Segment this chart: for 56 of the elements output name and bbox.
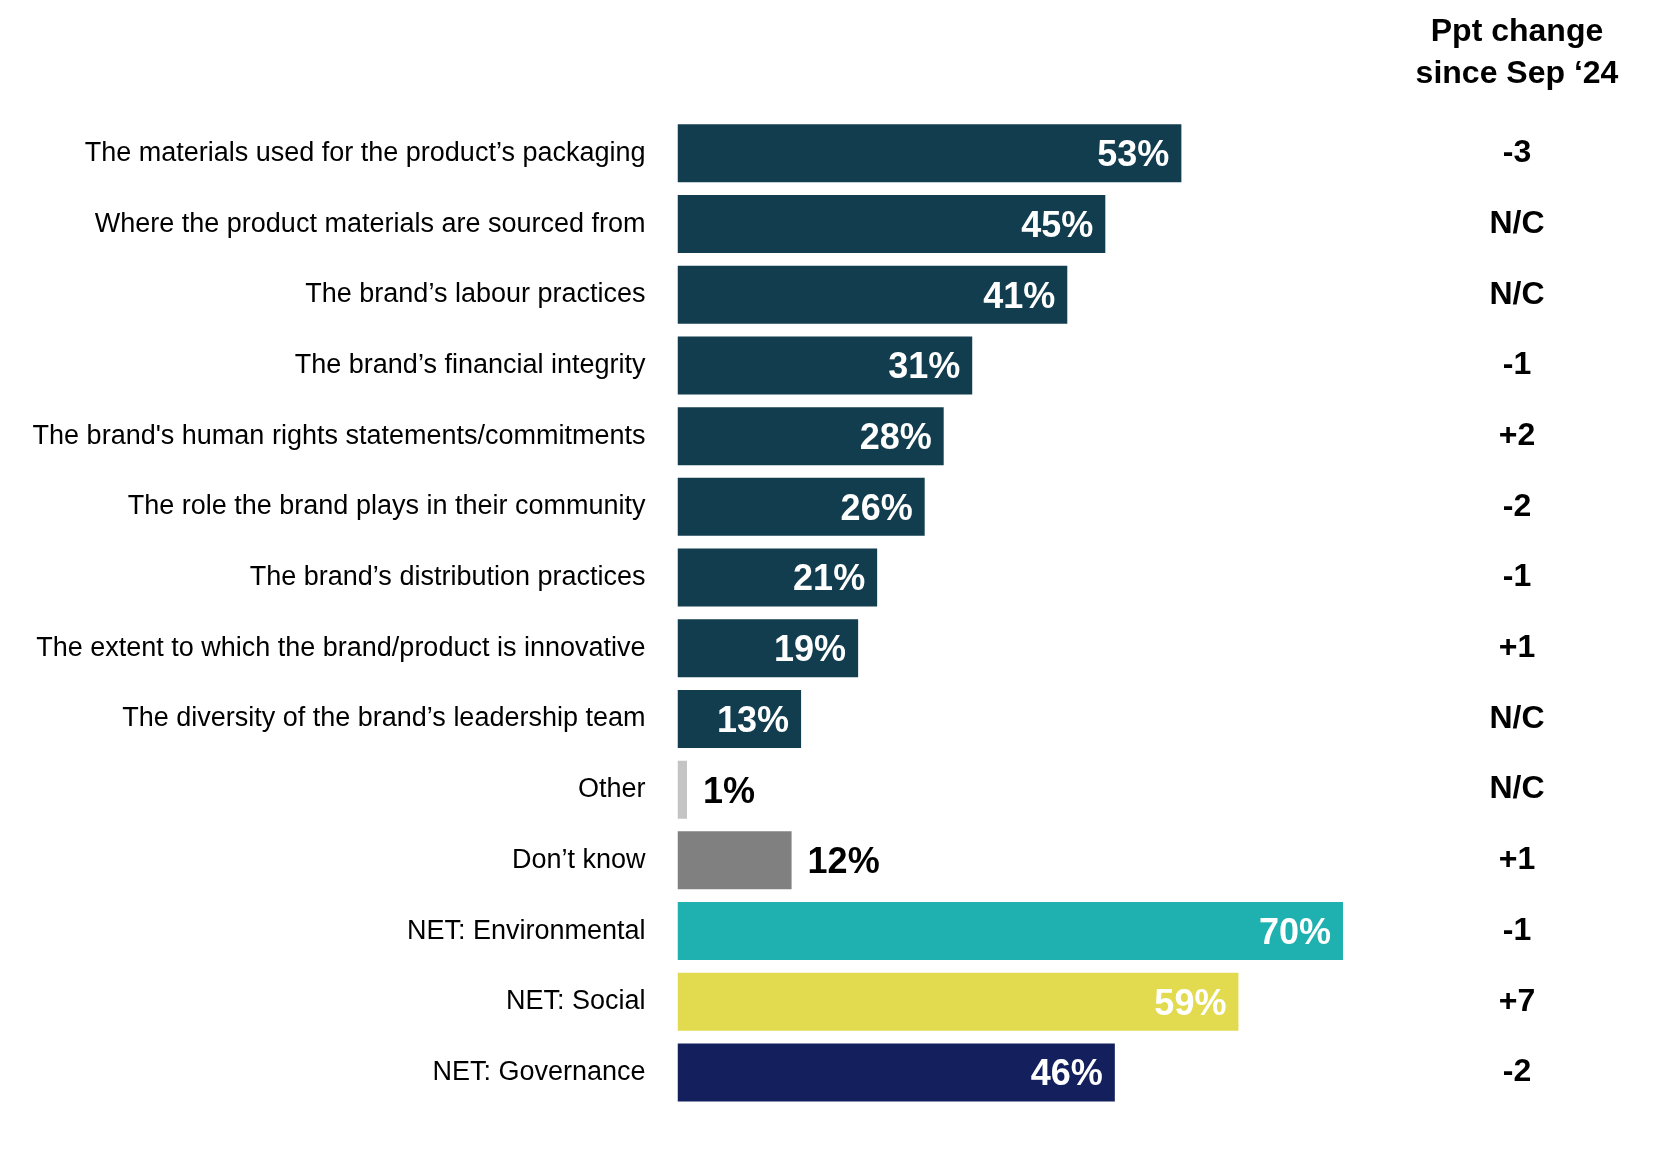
y-tick-label: The diversity of the brand’s leadership team [122, 702, 646, 733]
y-tick-label: The brand’s financial integrity [294, 348, 646, 379]
y-tick-label: Where the product materials are sourced from [94, 207, 646, 238]
text: -1 [1502, 345, 1532, 382]
y-tick-label: The extent to which the brand/product is innovative [36, 631, 646, 662]
y-tick-label: NET: Governance [432, 1055, 646, 1086]
data-label: 59% [1154, 981, 1227, 1023]
data-label: 45% [1021, 203, 1094, 245]
y-tick-label: NET: Social [505, 985, 646, 1016]
text: +1 [1498, 840, 1536, 877]
bar [677, 195, 1106, 254]
text: -1 [1502, 557, 1532, 594]
data-label: 13% [717, 698, 790, 740]
y-tick-label: The brand’s distribution practices [249, 561, 646, 591]
text: N/C [1489, 274, 1545, 311]
text: N/C [1489, 769, 1545, 806]
data-label: 41% [983, 274, 1056, 316]
y-tick-label: The brand’s labour practices [305, 278, 646, 309]
y-tick-label: The role the brand plays in their community [127, 490, 646, 521]
bar [677, 336, 973, 395]
bar [677, 1043, 1115, 1102]
data-label: 31% [888, 345, 961, 387]
bar [677, 548, 878, 607]
data-label: 1% [703, 769, 756, 811]
bar [677, 972, 1239, 1031]
text: -2 [1502, 1052, 1532, 1089]
data-label: 46% [1030, 1052, 1103, 1094]
text: Ppt change since Sep ‘24 [1415, 11, 1619, 90]
bar [677, 902, 1343, 961]
bar [677, 619, 859, 678]
text: -2 [1502, 486, 1532, 523]
text: -3 [1502, 133, 1532, 170]
data-label: 28% [859, 416, 932, 458]
y-tick-label: The brand's human rights statements/commitments [32, 419, 646, 450]
bar [677, 760, 688, 819]
y-tick-label: Other [577, 773, 646, 804]
bar [677, 831, 792, 890]
y-tick-label: The materials used for the product’s packaging [84, 136, 646, 167]
data-label: 53% [1097, 133, 1170, 175]
bar [677, 265, 1068, 324]
text: N/C [1489, 203, 1545, 240]
text: -1 [1502, 910, 1532, 947]
y-tick-label: NET: Environmental [406, 914, 646, 945]
data-label: 12% [807, 840, 880, 882]
y-tick-label: Don’t know [511, 843, 646, 874]
data-label: 19% [774, 628, 847, 670]
bar [677, 407, 944, 466]
text: N/C [1489, 698, 1545, 735]
text: +1 [1498, 628, 1536, 665]
data-label: 21% [793, 557, 866, 599]
data-label: 70% [1258, 910, 1331, 952]
data-label: 26% [840, 486, 913, 528]
text: +2 [1498, 415, 1536, 452]
bar [677, 124, 1182, 183]
text: +7 [1498, 981, 1536, 1018]
bar [677, 477, 925, 536]
